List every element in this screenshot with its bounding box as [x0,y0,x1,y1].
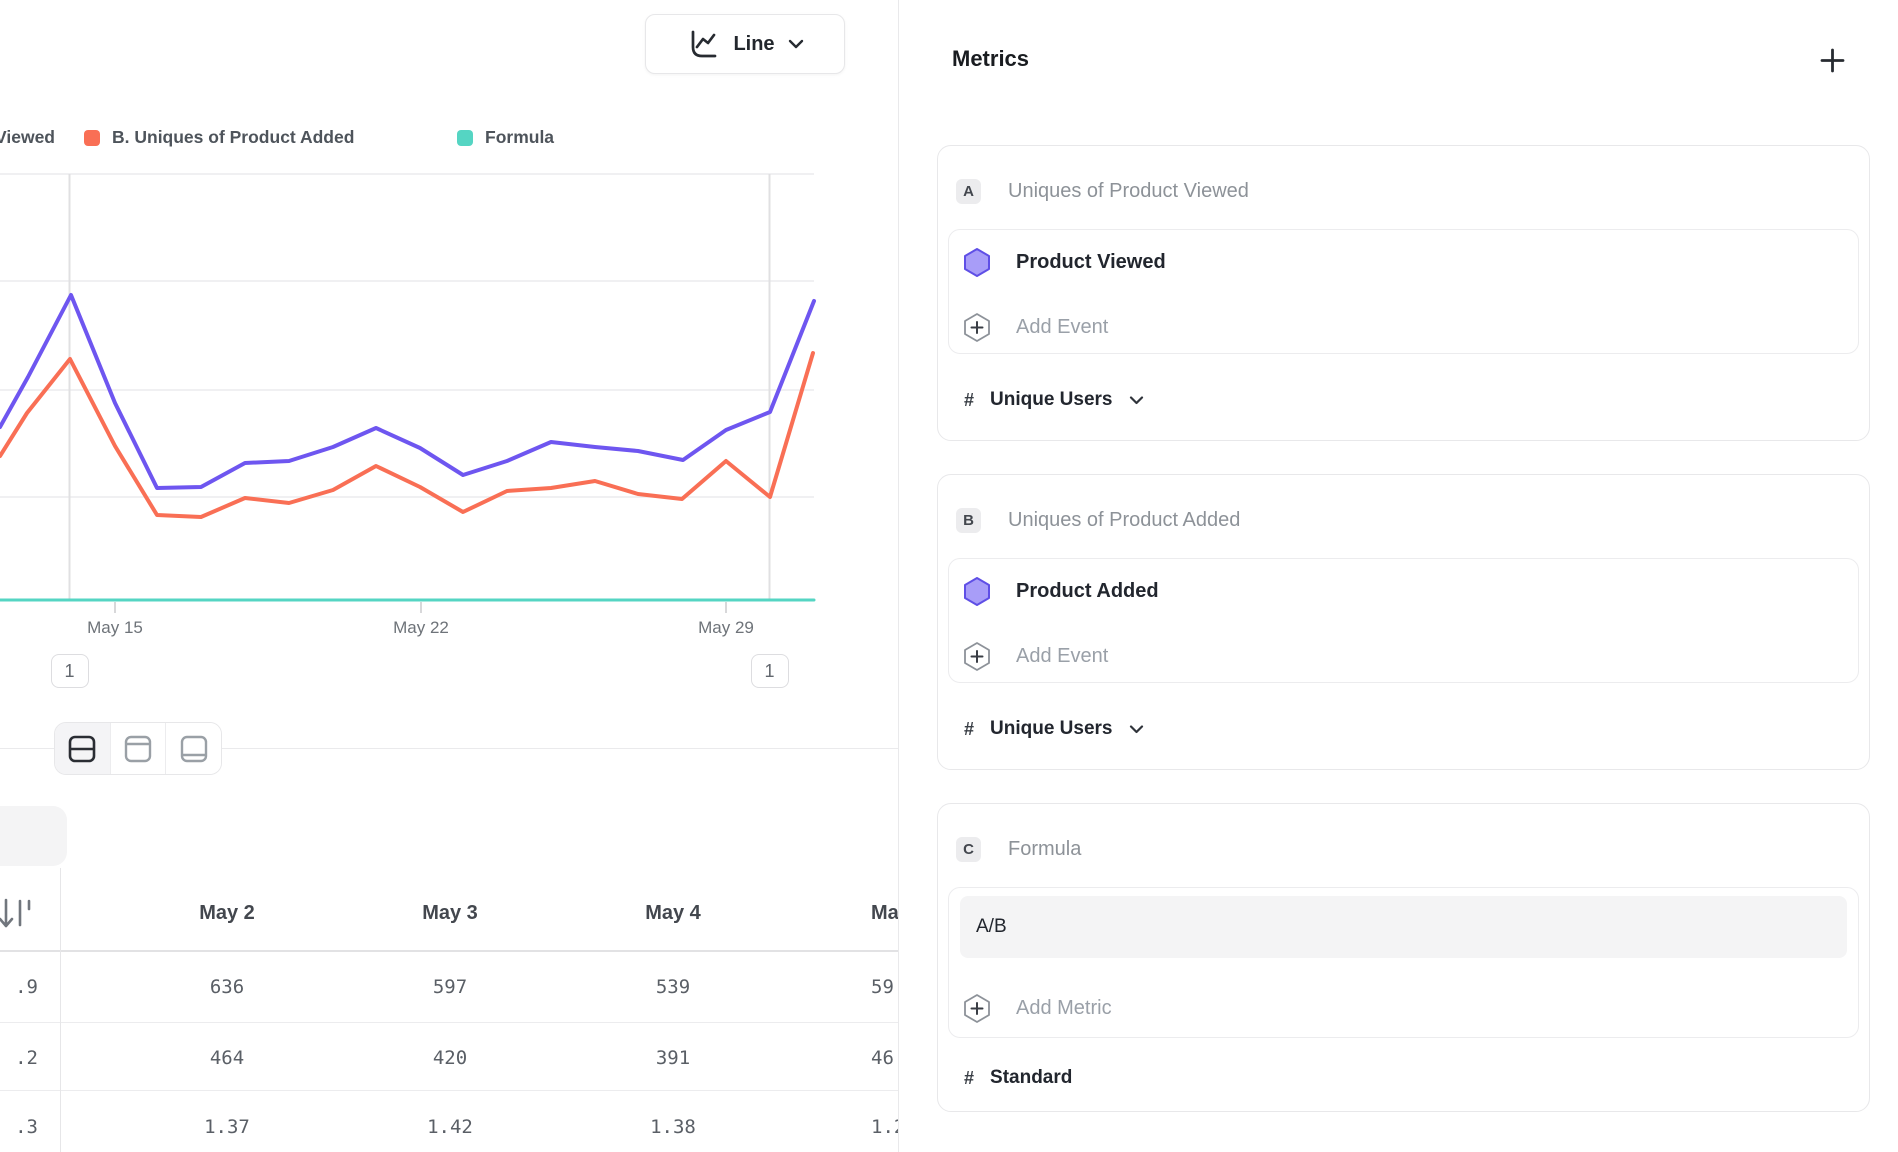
table-cell-value: 59 [871,976,894,998]
add-event-label: Add Event [1016,644,1109,667]
add-hexagon-icon [964,993,990,1023]
measured-as-selector-c[interactable]: # Standard [964,1065,1072,1091]
measured-as-label: Unique Users [990,389,1113,410]
legend-swatch-b [84,129,100,146]
chart-type-dropdown[interactable]: Line [645,14,845,74]
measured-as-label: Standard [990,1067,1073,1088]
layout-toggle [54,722,222,775]
table-cell-value: 1.38 [650,1116,696,1138]
table-cell-value: 597 [432,976,468,998]
x-axis-tick-label: May 15 [87,618,143,637]
table-header-cell: May [871,902,899,924]
measured-as-label: Unique Users [990,718,1113,739]
metrics-panel: Metrics A Uniques of Product Viewed Prod… [900,0,1898,1152]
annotation-badge[interactable]: 1 [750,654,789,688]
sort-descending-icon[interactable] [0,896,37,932]
add-hexagon-icon [964,312,990,342]
panel-bottom-icon [180,735,207,762]
layout-option-panel-top[interactable] [109,723,166,774]
measured-as-selector-b[interactable]: # Unique Users [964,716,1144,742]
legend-label-c: Formula [485,127,555,147]
plus-icon [1820,48,1844,72]
chart-area[interactable]: May 15 May 22 May 29 1 1 [0,0,898,700]
table-header-cell: May 3 [422,902,478,924]
metric-card-c: C Formula A/B Add Metric # Standard [937,803,1870,1112]
event-row-product-added[interactable]: Product Added [949,576,1858,606]
add-event-row-a[interactable]: Add Event [949,312,1858,342]
chevron-down-icon [788,39,803,49]
metric-card-a: A Uniques of Product Viewed Product View… [937,145,1870,441]
event-hexagon-icon [964,247,990,277]
table-row-label: .9 [15,976,38,998]
table-cell-value: 1.37 [204,1116,250,1138]
metric-formula-c: A/B Add Metric [948,887,1859,1038]
metric-title-b: Uniques of Product Added [1008,509,1241,531]
chevron-down-icon [1129,724,1143,733]
add-event-label: Add Event [1016,315,1109,338]
table-header-cell: May 2 [199,902,255,924]
chevron-down-icon [1129,395,1143,404]
add-hexagon-icon [964,641,990,671]
hash-icon: # [964,718,975,739]
table-cell-value: 391 [655,1047,691,1069]
table-row-border [0,1090,898,1091]
formula-value: A/B [976,916,1007,937]
table-cell-value: 1.42 [427,1116,473,1138]
hash-icon: # [964,389,975,410]
event-label: Product Viewed [1016,250,1166,273]
legend-item-b[interactable]: B. Uniques of Product Added [84,127,354,148]
table-row-border [0,1022,898,1023]
metric-badge-c: C [956,837,981,862]
measured-as-selector-a[interactable]: # Unique Users [964,387,1144,413]
table-cell-value: 636 [209,976,245,998]
layout-option-split-horizontal[interactable] [55,723,110,774]
metric-badge-b: B [956,508,981,533]
add-event-row-b[interactable]: Add Event [949,641,1858,671]
table-cell-value: 464 [209,1047,245,1069]
legend-item-c[interactable]: Formula [457,127,554,148]
annotation-badge[interactable]: 1 [50,654,89,688]
table-row-label: .3 [15,1116,38,1138]
table-row-label: .2 [15,1047,38,1069]
event-hexagon-icon [964,576,990,606]
table-cell-value: 539 [655,976,691,998]
table-column-border [60,868,61,1152]
metric-events-b: Product Added Add Event [948,558,1859,683]
legend-label-a: A. Uniques of Product Viewed [0,127,55,147]
table-cell-value: 1.2 [871,1116,898,1138]
add-metric-label: Add Metric [1016,996,1112,1019]
table-cell-value: 46 [871,1047,894,1069]
section-divider [0,748,898,749]
add-metric-row-c[interactable]: Add Metric [949,993,1858,1023]
table-cell-value: 420 [432,1047,468,1069]
table-header-border [0,950,898,952]
event-label: Product Added [1016,579,1159,602]
chart-svg [0,173,816,613]
legend-swatch-c [457,129,473,146]
add-metric-plus-button[interactable] [1816,44,1848,76]
x-axis-tick-label: May 22 [393,618,449,637]
x-axis-tick-label: May 29 [698,618,754,637]
metric-title-a: Uniques of Product Viewed [1008,180,1249,202]
legend-label-b: B. Uniques of Product Added [112,127,355,147]
table-corner-chip[interactable] [0,806,67,866]
layout-option-panel-bottom[interactable] [165,723,221,774]
panel-top-icon [124,735,152,762]
chart-legend: A. Uniques of Product Viewed B. Uniques … [0,127,898,155]
chart-pane: Line A. Uniques of Product Viewed B. Uni… [0,0,899,1152]
metric-events-a: Product Viewed Add Event [948,229,1859,354]
split-horizontal-icon [69,735,96,762]
event-row-product-viewed[interactable]: Product Viewed [949,247,1858,277]
metric-title-c: Formula [1008,838,1082,860]
legend-item-a[interactable]: A. Uniques of Product Viewed [0,127,55,148]
metrics-panel-title: Metrics [952,46,1030,71]
metric-badge-a: A [956,179,981,204]
hash-icon: # [964,1067,975,1088]
formula-input[interactable]: A/B [960,896,1847,958]
table-header-cell: May 4 [645,902,701,924]
line-chart-icon [692,30,717,58]
metric-card-b: B Uniques of Product Added Product Added… [937,474,1870,770]
chart-type-label: Line [733,32,775,55]
